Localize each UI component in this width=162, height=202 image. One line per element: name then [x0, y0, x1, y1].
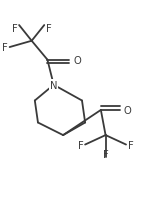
- Text: F: F: [78, 140, 84, 150]
- Text: F: F: [2, 43, 8, 53]
- Text: N: N: [50, 80, 58, 90]
- Text: F: F: [128, 140, 133, 150]
- Text: O: O: [124, 105, 131, 115]
- Text: F: F: [103, 149, 108, 159]
- Text: F: F: [12, 24, 17, 34]
- Text: F: F: [46, 24, 52, 34]
- Text: O: O: [73, 55, 81, 65]
